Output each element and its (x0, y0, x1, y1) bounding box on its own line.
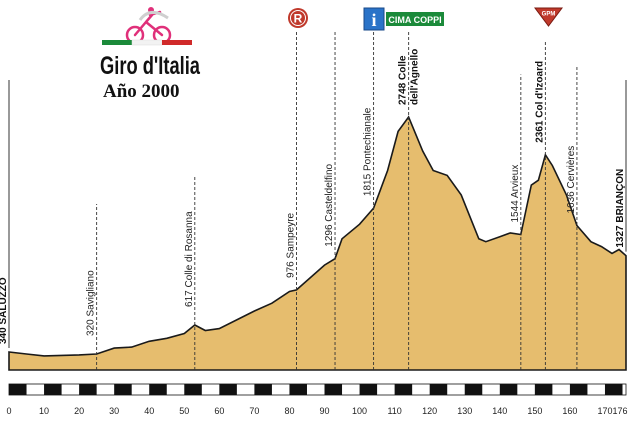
cyclist-icon (125, 7, 172, 45)
waypoint-label: 1327 BRIANÇON (615, 169, 626, 248)
distance-bar-frame (8, 383, 627, 396)
x-tick-label: 30 (109, 406, 119, 416)
distance-bar-segment (79, 384, 97, 395)
distance-bar-segment (534, 384, 553, 395)
waypoint-label: 1636 Cervières (566, 146, 577, 214)
distance-bar-segment (464, 384, 483, 395)
flag-green (102, 40, 132, 45)
distance-bar-segment (604, 384, 623, 395)
x-tick-label: 90 (320, 406, 330, 416)
x-tick-label: 60 (214, 406, 224, 416)
distance-bar-segment (569, 384, 588, 395)
x-tick-label: 140 (492, 406, 507, 416)
sprint-marker: R (288, 8, 308, 28)
x-tick-label: 176 (612, 406, 627, 416)
distance-bar-segment (429, 384, 448, 395)
logo-name: Giro d'Italia (100, 52, 201, 80)
distance-bar-segment (149, 384, 167, 395)
distance-bar-segment (184, 384, 202, 395)
distance-bar-segment (219, 384, 237, 395)
distance-bar-segment (499, 384, 518, 395)
distance-bar-segment (324, 384, 343, 395)
waypoint-label: 340 SALUZZO (0, 277, 9, 344)
distance-bar-segment (114, 384, 132, 395)
waypoint-label: 976 Sampeyre (285, 212, 296, 277)
distance-bar-segment (44, 384, 62, 395)
waypoint-label-line2: dell'Agnello (410, 49, 421, 105)
info-marker: i (363, 7, 385, 31)
flag-white (131, 39, 163, 46)
x-tick-label: 120 (422, 406, 437, 416)
flag-red (162, 40, 192, 45)
waypoint-label: 1544 Arvieux (510, 165, 521, 223)
waypoint-label: 1296 Casteldelfino (324, 163, 335, 246)
waypoint-label: 617 Colle di Rosanna (184, 211, 195, 307)
x-tick-label: 150 (527, 406, 542, 416)
distance-bar-segment (359, 384, 378, 395)
gpm-marker: GPM (534, 7, 563, 27)
waypoint-label: 1815 Pontechianale (363, 107, 374, 196)
waypoint-label: 2748 Colle (398, 55, 409, 105)
waypoint-group: 340 SALUZZO 320 Savigliano 617 Colle di Ro… (0, 32, 627, 370)
waypoint-label: 320 Savigliano (86, 270, 97, 336)
distance-bar-segment (254, 384, 272, 395)
x-tick-label: 160 (562, 406, 577, 416)
x-tick-label: 80 (284, 406, 294, 416)
sprint-letter: R (294, 12, 303, 26)
x-tick-label: 170 (597, 406, 612, 416)
cima-coppi-badge: CIMA COPPI (386, 12, 444, 26)
x-tick-label: 0 (6, 406, 11, 416)
x-tick-label: 130 (457, 406, 472, 416)
x-tick-label: 110 (387, 406, 401, 416)
x-tick-label: 70 (249, 406, 259, 416)
x-tick-label: 10 (39, 406, 49, 416)
x-tick-label: 20 (74, 406, 84, 416)
x-tick-label: 100 (352, 406, 367, 416)
waypoint-label: 2361 Col d'Izoard (534, 61, 545, 143)
x-tick-labels: 0 10 20 30 40 50 60 70 80 90 100 110 120 130 140 150 160… (6, 406, 627, 416)
gpm-label: GPM (542, 12, 556, 18)
x-tick-label: 50 (179, 406, 189, 416)
distance-bar (8, 383, 627, 396)
cima-coppi-label: CIMA COPPI (388, 15, 441, 25)
logo-year: Año 2000 (103, 81, 180, 102)
elevation-profile-area (8, 115, 627, 371)
distance-bar-segment (394, 384, 413, 395)
distance-bar-segment (289, 384, 307, 395)
info-letter: i (371, 10, 376, 30)
distance-bar-segment (9, 384, 27, 395)
x-tick-label: 40 (144, 406, 154, 416)
giro-logo: Giro d'Italia Año 2000 (100, 7, 201, 102)
